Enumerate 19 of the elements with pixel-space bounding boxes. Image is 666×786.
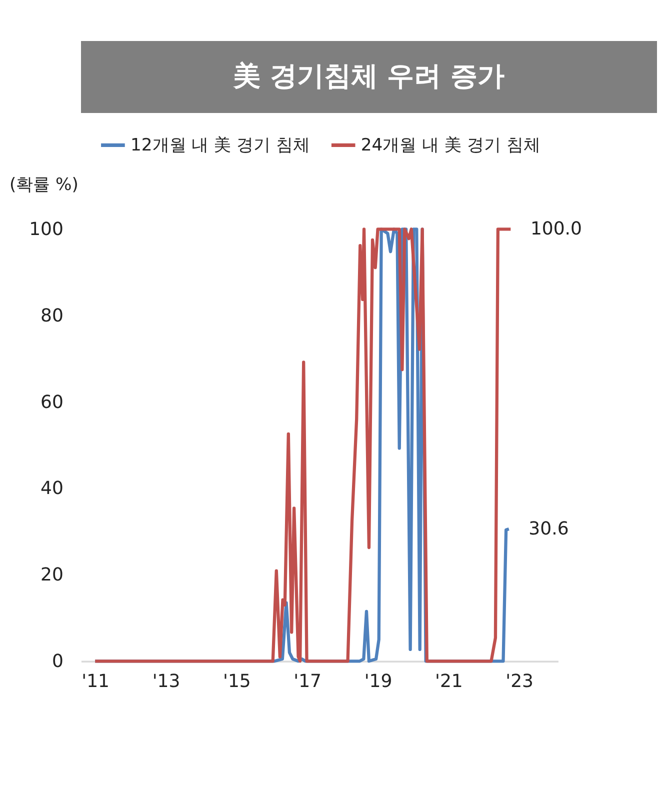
- x-tick-label: '19: [364, 670, 392, 692]
- y-axis-title: (확률 %): [9, 175, 78, 195]
- y-tick-label: 100: [29, 219, 64, 240]
- x-tick-label: '21: [434, 670, 463, 692]
- x-tick-label: '13: [152, 670, 180, 692]
- y-tick-label: 0: [52, 651, 64, 672]
- annotation: 100.0: [530, 218, 582, 240]
- y-tick-label: 40: [40, 478, 64, 500]
- x-tick-label: '23: [506, 670, 534, 692]
- y-tick-label: 80: [40, 305, 64, 326]
- legend-label: 24개월 내 美 경기 침체: [360, 136, 540, 156]
- y-tick-label: 60: [40, 392, 64, 413]
- annotation: 30.6: [528, 518, 569, 540]
- x-tick-label: '15: [222, 670, 251, 692]
- x-tick-label: '17: [294, 670, 322, 692]
- x-tick-label: '11: [82, 670, 110, 692]
- chart-title: 美 경기침체 우려 증가: [232, 61, 505, 92]
- y-tick-label: 20: [40, 564, 64, 586]
- legend-label: 12개월 내 美 경기 침체: [130, 136, 310, 156]
